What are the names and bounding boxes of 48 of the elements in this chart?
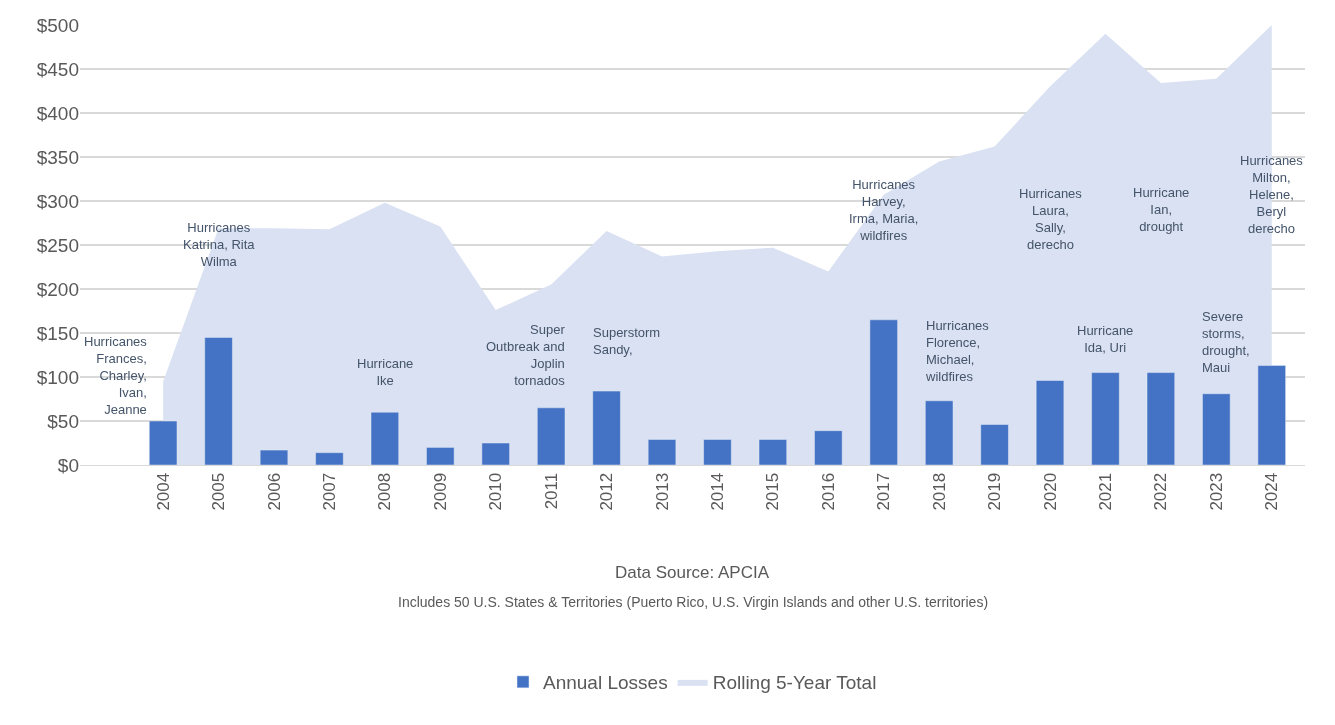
x-tick-label: 2009 [430,472,450,511]
x-tick-label: 2010 [486,472,506,511]
x-tick-label: 2004 [153,472,173,511]
x-tick-label: 2019 [985,472,1005,511]
y-tick-label: $100 [36,366,79,388]
x-tick-label: 2013 [652,472,672,511]
annotation: Super Outbreak and Joplin tornados [486,322,566,388]
x-tick-label: 2008 [375,472,395,511]
annotation: Hurricanes Milton, Helene, Beryl derecho [1240,153,1304,236]
x-tick-label: 2012 [597,472,617,511]
legend-label: Annual Losses [543,672,668,694]
x-tick-label: 2023 [1206,472,1226,511]
y-tick-label: $300 [36,190,79,212]
x-tick-label: 2016 [818,472,838,511]
annotation: Severe storms, drought, Maui [1202,309,1250,375]
x-tick-label: 2006 [264,472,284,511]
x-tick-label: 2018 [929,472,949,511]
x-tick-label: 2015 [763,472,783,511]
annotation: Hurricanes Laura, Sally, derecho [1019,186,1083,252]
y-tick-label: $50 [47,410,79,432]
annotation: Hurricanes Frances, Charley, Ivan, Jeanne [84,334,148,417]
y-tick-label: $400 [36,102,79,124]
x-tick-label: 2021 [1095,472,1115,511]
legend-label: Rolling 5-Year Total [712,672,877,694]
y-tick-label: $450 [36,58,79,80]
x-tick-label: 2024 [1262,472,1282,511]
annotation: Superstorm Sandy, [593,325,661,357]
text: Includes 50 U.S. States & Territories (Puerto Rico, U.S. Virgin Islands and other U.S. territories) [398,594,989,610]
source-note: Data Source: APCIA [615,563,770,582]
annotation: Hurricanes Harvey, Irma, Maria, wildfires [849,177,919,243]
annotation: Hurricanes Katrina, Rita Wilma [183,220,256,269]
annotation: Hurricane Ida, Uri [1077,323,1134,355]
x-tick-label: 2017 [874,472,894,511]
y-tick-label: $150 [36,322,79,344]
x-tick-label: 2007 [319,472,339,511]
y-tick-label: $0 [57,454,79,476]
annotation: Hurricane Ian, drought [1133,185,1190,234]
y-tick-label: $250 [36,234,79,256]
x-tick-label: 2011 [541,472,561,510]
x-tick-label: 2020 [1040,472,1060,511]
annotation: Hurricane Ike [357,356,414,388]
y-tick-label: $200 [36,278,79,300]
y-tick-label: $350 [36,146,79,168]
annotation: Hurricanes Florence, Michael, wildfires [925,318,990,384]
x-tick-label: 2005 [209,472,229,511]
y-tick-label: $500 [36,14,79,36]
x-tick-label: 2022 [1151,472,1171,511]
x-tick-label: 2014 [707,472,727,511]
